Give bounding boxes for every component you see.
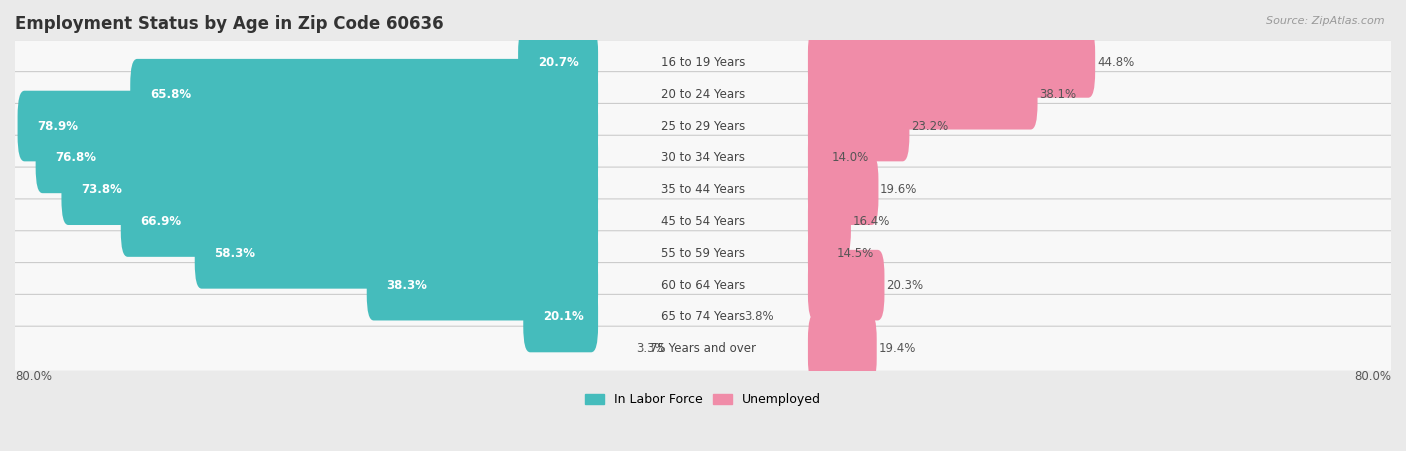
Text: 3.8%: 3.8% — [744, 310, 773, 323]
FancyBboxPatch shape — [13, 167, 1393, 212]
Text: 19.6%: 19.6% — [880, 183, 918, 196]
Text: 65 to 74 Years: 65 to 74 Years — [661, 310, 745, 323]
Text: 38.3%: 38.3% — [387, 279, 427, 292]
FancyBboxPatch shape — [13, 199, 1393, 244]
Legend: In Labor Force, Unemployed: In Labor Force, Unemployed — [581, 388, 825, 411]
FancyBboxPatch shape — [13, 103, 1393, 149]
FancyBboxPatch shape — [523, 282, 598, 352]
Text: 75 Years and over: 75 Years and over — [650, 342, 756, 355]
FancyBboxPatch shape — [18, 91, 598, 161]
FancyBboxPatch shape — [808, 218, 835, 289]
Text: 14.5%: 14.5% — [837, 247, 873, 260]
Text: 16.4%: 16.4% — [852, 215, 890, 228]
Text: 65.8%: 65.8% — [150, 87, 191, 101]
FancyBboxPatch shape — [13, 295, 1393, 340]
Text: 3.3%: 3.3% — [637, 342, 666, 355]
Text: 30 to 34 Years: 30 to 34 Years — [661, 152, 745, 164]
FancyBboxPatch shape — [808, 27, 1095, 98]
FancyBboxPatch shape — [808, 59, 1038, 129]
Text: 76.8%: 76.8% — [55, 152, 97, 164]
FancyBboxPatch shape — [367, 250, 598, 321]
FancyBboxPatch shape — [13, 72, 1393, 117]
FancyBboxPatch shape — [808, 154, 879, 225]
FancyBboxPatch shape — [13, 326, 1393, 372]
Text: Source: ZipAtlas.com: Source: ZipAtlas.com — [1267, 16, 1385, 26]
FancyBboxPatch shape — [808, 91, 910, 161]
FancyBboxPatch shape — [62, 154, 598, 225]
Text: 20 to 24 Years: 20 to 24 Years — [661, 87, 745, 101]
Text: 58.3%: 58.3% — [215, 247, 256, 260]
FancyBboxPatch shape — [808, 313, 877, 384]
Text: 20.3%: 20.3% — [886, 279, 924, 292]
FancyBboxPatch shape — [13, 40, 1393, 85]
Text: 55 to 59 Years: 55 to 59 Years — [661, 247, 745, 260]
FancyBboxPatch shape — [131, 59, 598, 129]
Text: 20.7%: 20.7% — [538, 56, 579, 69]
Text: 80.0%: 80.0% — [1354, 370, 1391, 383]
Text: 19.4%: 19.4% — [879, 342, 915, 355]
Text: 20.1%: 20.1% — [543, 310, 583, 323]
FancyBboxPatch shape — [121, 186, 598, 257]
Text: 80.0%: 80.0% — [15, 370, 52, 383]
Text: 14.0%: 14.0% — [832, 152, 869, 164]
Text: 44.8%: 44.8% — [1097, 56, 1135, 69]
FancyBboxPatch shape — [35, 123, 598, 193]
FancyBboxPatch shape — [13, 262, 1393, 308]
Text: 23.2%: 23.2% — [911, 120, 949, 133]
Text: 35 to 44 Years: 35 to 44 Years — [661, 183, 745, 196]
FancyBboxPatch shape — [517, 27, 598, 98]
Text: 66.9%: 66.9% — [141, 215, 181, 228]
Text: 60 to 64 Years: 60 to 64 Years — [661, 279, 745, 292]
Text: 38.1%: 38.1% — [1039, 87, 1077, 101]
FancyBboxPatch shape — [195, 218, 598, 289]
Text: 16 to 19 Years: 16 to 19 Years — [661, 56, 745, 69]
FancyBboxPatch shape — [808, 250, 884, 321]
Text: Employment Status by Age in Zip Code 60636: Employment Status by Age in Zip Code 606… — [15, 15, 444, 33]
Text: 45 to 54 Years: 45 to 54 Years — [661, 215, 745, 228]
FancyBboxPatch shape — [13, 231, 1393, 276]
FancyBboxPatch shape — [808, 186, 851, 257]
Text: 78.9%: 78.9% — [38, 120, 79, 133]
Text: 73.8%: 73.8% — [82, 183, 122, 196]
FancyBboxPatch shape — [808, 123, 831, 193]
FancyBboxPatch shape — [13, 135, 1393, 180]
Text: 25 to 29 Years: 25 to 29 Years — [661, 120, 745, 133]
